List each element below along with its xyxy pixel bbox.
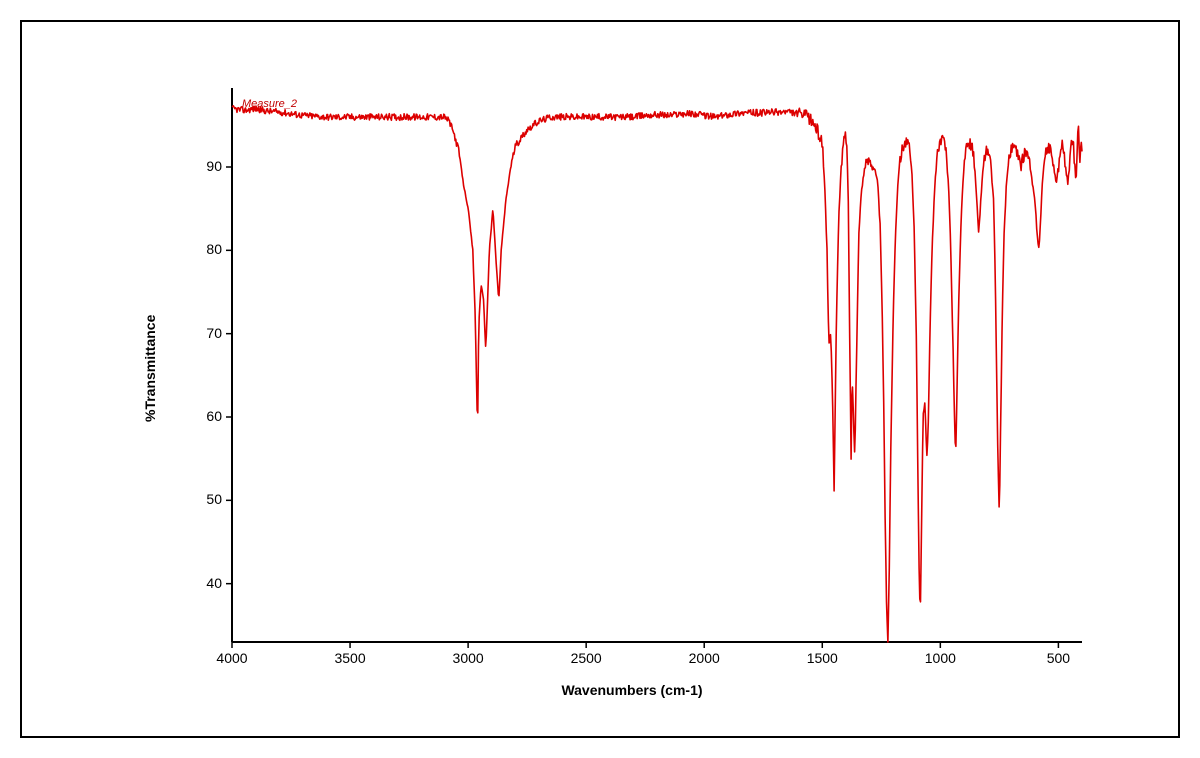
plot-container: %Transmittance Wavenumbers (cm-1) Measur… <box>22 22 1178 736</box>
x-tick-label: 1500 <box>792 650 852 666</box>
y-tick-label: 50 <box>182 491 222 507</box>
x-tick-label: 500 <box>1028 650 1088 666</box>
y-tick-label: 60 <box>182 408 222 424</box>
y-tick-label: 80 <box>182 241 222 257</box>
outer-frame: %Transmittance Wavenumbers (cm-1) Measur… <box>20 20 1180 738</box>
x-tick-label: 1000 <box>910 650 970 666</box>
x-tick-label: 4000 <box>202 650 262 666</box>
x-tick-label: 3000 <box>438 650 498 666</box>
y-tick-label: 40 <box>182 575 222 591</box>
y-tick-label: 90 <box>182 158 222 174</box>
x-tick-label: 3500 <box>320 650 380 666</box>
x-tick-label: 2500 <box>556 650 616 666</box>
spectrum-plot <box>22 22 1182 740</box>
y-tick-label: 70 <box>182 325 222 341</box>
x-tick-label: 2000 <box>674 650 734 666</box>
